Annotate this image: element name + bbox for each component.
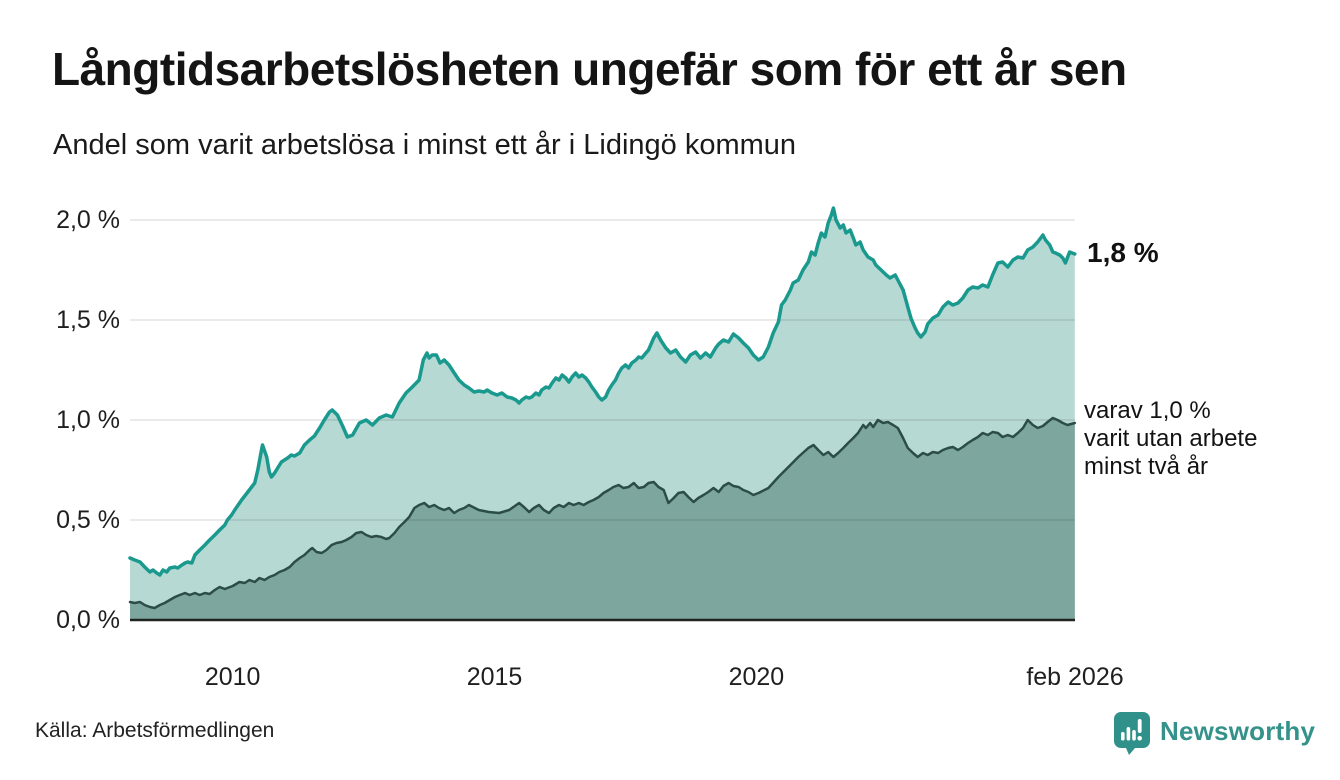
- logo-exclamation-dot: [1137, 736, 1142, 741]
- logo-bar-2: [1126, 727, 1131, 741]
- y-tick-label: 0,5 %: [56, 506, 120, 534]
- y-tick-label: 2,0 %: [56, 206, 120, 234]
- logo-exclamation-bar: [1137, 719, 1142, 733]
- series1-end-value-label: 1,8 %: [1087, 237, 1159, 268]
- series-line: [128, 206, 1077, 577]
- page-title: Långtidsarbetslösheten ungefär som för e…: [52, 43, 1127, 95]
- series2-end-label-line2: varit utan arbete: [1084, 425, 1258, 452]
- y-tick-label: 0,0 %: [56, 606, 120, 634]
- y-tick-label: 1,5 %: [56, 306, 120, 334]
- series-line: [128, 416, 1077, 610]
- series2-end-value-label: varav 1,0 % varit utan arbete minst två …: [1084, 397, 1257, 481]
- series2-end-label-line3: minst två år: [1084, 453, 1209, 480]
- y-tick-label: 1,0 %: [56, 406, 120, 434]
- series2-end-label-line1: varav 1,0 %: [1084, 397, 1211, 424]
- newsworthy-brand: Newsworthy: [1113, 711, 1315, 755]
- x-tick-label: 2015: [466, 663, 523, 691]
- x-tick-label: 2020: [728, 663, 785, 691]
- newsworthy-wordmark: Newsworthy: [1160, 715, 1316, 746]
- x-tick-label: feb 2026: [1026, 663, 1124, 691]
- x-tick-label: 2010: [204, 663, 261, 691]
- logo-bubble-shape: [1114, 712, 1150, 755]
- source-attribution: Källa: Arbetsförmedlingen: [35, 719, 275, 742]
- chart-subtitle: Andel som varit arbetslösa i minst ett å…: [53, 129, 797, 161]
- logo-bar-1: [1121, 732, 1125, 741]
- area-fill: [130, 418, 1075, 620]
- newsworthy-logo-icon: [1114, 712, 1150, 755]
- logo-bar-3: [1132, 730, 1136, 741]
